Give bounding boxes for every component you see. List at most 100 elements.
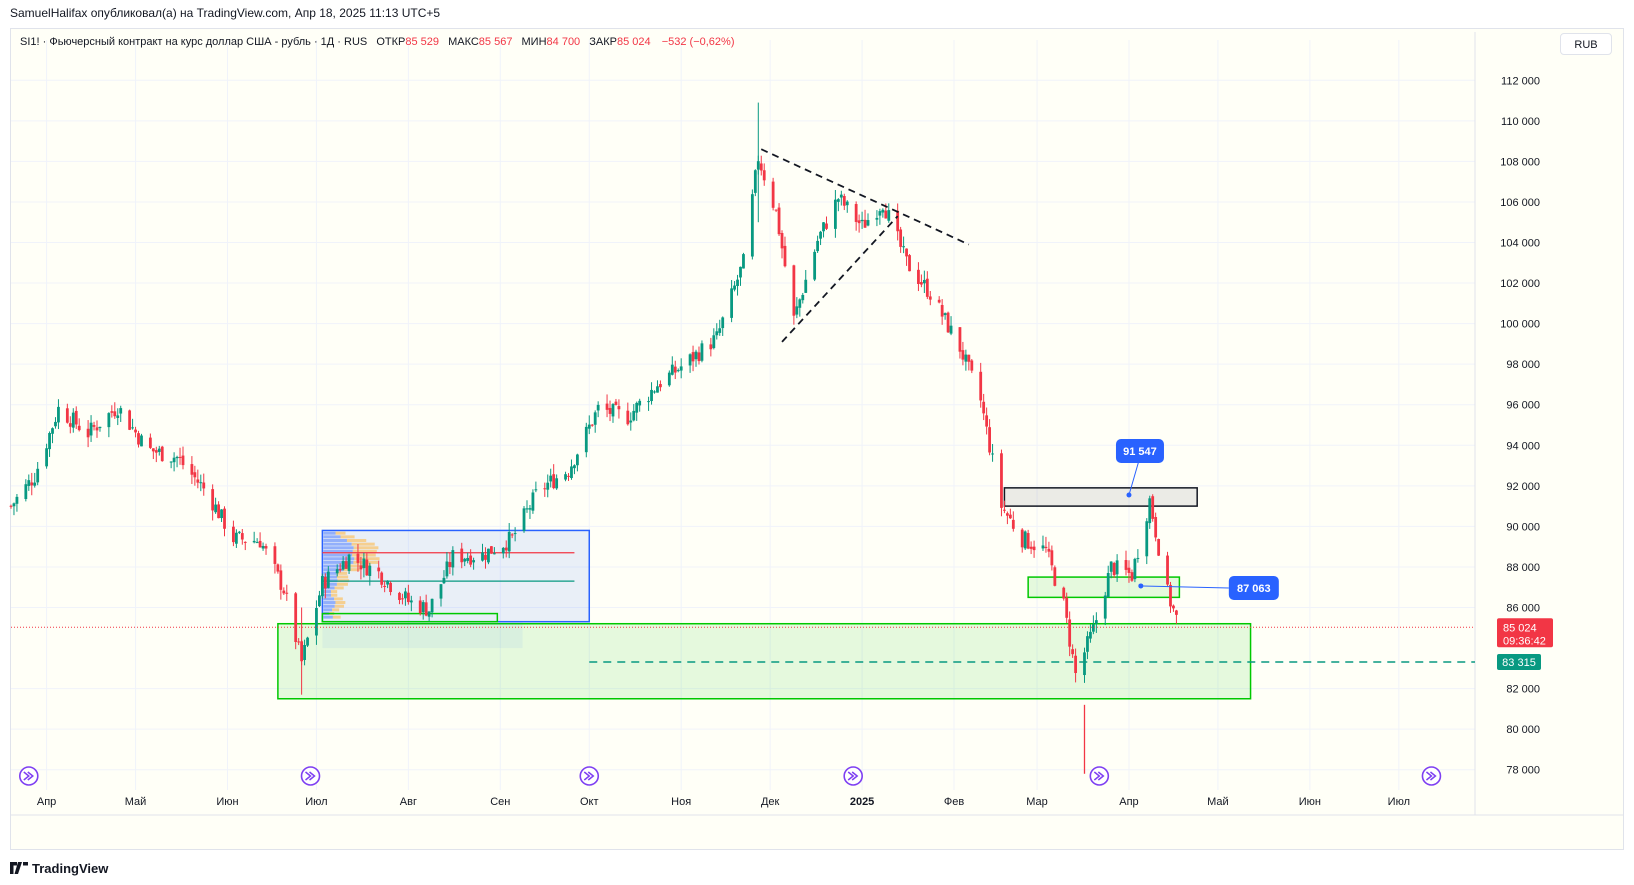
candle-body [697, 352, 701, 362]
candle-body [1071, 649, 1075, 655]
candle-body [991, 453, 994, 455]
candle-body [988, 427, 991, 453]
candle-body [534, 489, 538, 491]
candle-body [1103, 595, 1107, 619]
candle-body [51, 428, 54, 434]
y-tick-label: 82 000 [1506, 684, 1540, 696]
support-zone-mid[interactable] [1027, 576, 1181, 599]
candle-body [670, 364, 674, 375]
y-tick-label: 88 000 [1506, 562, 1540, 574]
candle-body [596, 404, 600, 411]
x-tick-label: Май [125, 796, 147, 808]
candle-body [839, 194, 843, 198]
candle-body [344, 561, 348, 569]
candle-body [590, 424, 594, 426]
candle-body [917, 269, 920, 284]
candle-body [65, 408, 69, 423]
support-zone-left[interactable] [321, 612, 499, 623]
x-tick-label: Июн [216, 796, 238, 808]
volume-profile-bar [323, 582, 337, 586]
callout-anchor [1126, 492, 1132, 498]
candle-body [501, 547, 505, 554]
candle-body [659, 384, 662, 388]
candle-body [217, 504, 220, 519]
candle-body [902, 246, 905, 248]
candle-body [131, 427, 134, 429]
volume-profile-bar [323, 586, 335, 590]
candle-body [982, 401, 986, 414]
volume-profile-bar [352, 549, 377, 553]
candle-body [961, 350, 965, 360]
volume-profile-bar [335, 531, 346, 535]
volume-profile-box[interactable] [321, 529, 591, 623]
candle-body [36, 468, 40, 483]
candle-body [783, 245, 787, 267]
candle-body [736, 279, 739, 287]
candle-body [1068, 619, 1072, 647]
x-tick-label: Фев [944, 796, 964, 808]
candle-body [1011, 519, 1015, 529]
callout-pointer [1140, 585, 1229, 589]
volume-profile-bar [323, 564, 350, 568]
candle-body [193, 472, 197, 478]
candle-body [421, 602, 425, 613]
candle-body [833, 199, 837, 229]
event-marker-glyph [847, 771, 859, 781]
volume-profile-bar [336, 575, 349, 579]
candle-body [629, 420, 633, 423]
x-tick-label: Дек [761, 796, 780, 808]
candle-body [148, 437, 152, 448]
candle-body [584, 426, 588, 453]
candle-body [196, 479, 200, 483]
candle-body [1154, 517, 1158, 538]
candle-body [721, 317, 725, 329]
x-tick-label: Июл [1388, 796, 1410, 808]
candle-body [1050, 550, 1054, 566]
volume-profile-bar [323, 568, 344, 572]
price-callout-top[interactable] [1115, 439, 1164, 464]
candle-body [1065, 597, 1069, 618]
candle-body [347, 554, 351, 571]
candle-body [507, 531, 511, 552]
candle-body [715, 331, 719, 336]
candle-body [469, 555, 473, 565]
volume-profile-bar [334, 597, 343, 601]
y-tick-label: 108 000 [1500, 156, 1540, 168]
candle-body [1053, 567, 1057, 586]
x-tick-label: Авг [400, 796, 417, 808]
candle-body [795, 306, 799, 315]
chart-frame[interactable] [10, 28, 1624, 850]
candle-body [608, 407, 612, 414]
candle-body [439, 584, 443, 599]
candle-body [593, 412, 597, 425]
triangle-upper-line[interactable] [760, 148, 970, 246]
price-callout-mid[interactable] [1228, 575, 1279, 600]
candle-body [1172, 605, 1175, 609]
candle-body [836, 199, 840, 202]
triangle-lower-line[interactable] [781, 215, 899, 343]
candle-body [1000, 453, 1003, 508]
currency-button[interactable]: RUB [1560, 33, 1612, 55]
candle-body [804, 279, 808, 293]
candle-body [650, 389, 653, 402]
candle-body [573, 465, 576, 469]
candle-body [223, 508, 226, 529]
candle-body [780, 233, 784, 249]
y-tick-label: 100 000 [1500, 319, 1540, 331]
resistance-zone[interactable] [1003, 487, 1198, 507]
candle-body [1145, 521, 1149, 557]
open-value: 85 529 [405, 36, 439, 48]
candle-body [128, 410, 132, 430]
candle-body [1044, 546, 1048, 548]
x-tick-label: Ноя [671, 796, 691, 808]
candle-body [676, 370, 680, 372]
candle-body [1032, 546, 1036, 551]
candle-body [617, 406, 621, 410]
candle-body [261, 545, 265, 549]
tradingview-logo[interactable]: TradingView [10, 860, 108, 878]
volume-profile-bar [336, 582, 348, 586]
candle-body [700, 343, 704, 361]
candle-body [12, 503, 16, 507]
volume-profile-bar [332, 615, 341, 619]
